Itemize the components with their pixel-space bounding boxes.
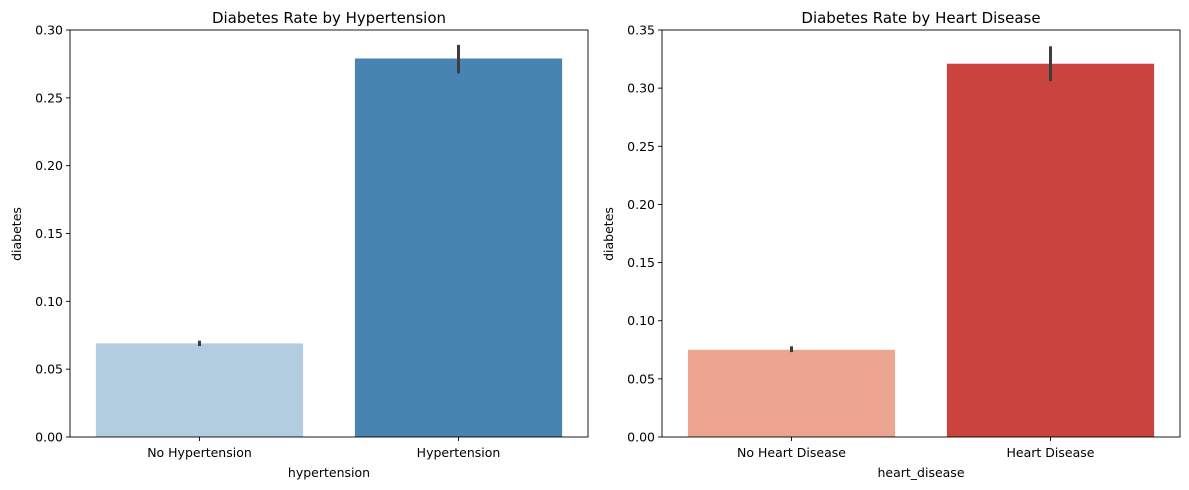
y-tick-label: 0.05 — [35, 362, 63, 377]
y-tick-label: 0.30 — [35, 23, 63, 38]
y-tick-label: 0.35 — [627, 23, 655, 38]
y-tick-label: 0.10 — [35, 294, 63, 309]
bars — [95, 58, 563, 438]
y-tick-label: 0.20 — [627, 197, 655, 212]
chart-heart-disease: Diabetes Rate by Heart Disease 0.000.050… — [601, 9, 1181, 480]
bars — [687, 63, 1155, 437]
x-tick-label: Hypertension — [417, 445, 501, 460]
y-tick-label: 0.00 — [35, 430, 63, 445]
x-axis-ticks: No Heart Disease Heart Disease — [737, 437, 1095, 460]
x-tick-label: No Hypertension — [147, 445, 252, 460]
plot-frame — [661, 29, 1181, 438]
plot-frame — [69, 29, 589, 438]
chart-hypertension: Diabetes Rate by Hypertension 0.000.050.… — [9, 9, 589, 480]
y-tick-label: 0.15 — [35, 226, 63, 241]
y-tick-label: 0.25 — [35, 90, 63, 105]
x-tick-label: No Heart Disease — [737, 445, 846, 460]
error-bars — [790, 46, 1052, 353]
y-tick-label: 0.25 — [627, 139, 655, 154]
y-tick-label: 0.05 — [627, 371, 655, 386]
y-tick-label: 0.30 — [627, 81, 655, 96]
bar — [95, 343, 304, 437]
bar — [946, 63, 1155, 437]
x-axis-ticks: No Hypertension Hypertension — [147, 437, 500, 460]
x-axis-label: hypertension — [288, 465, 370, 480]
y-axis-ticks: 0.00 0.05 0.10 0.15 0.20 0.25 0.30 0.35 — [627, 23, 662, 445]
x-tick-label: Heart Disease — [1007, 445, 1095, 460]
y-tick-label: 0.00 — [627, 430, 655, 445]
bar — [354, 58, 563, 438]
y-axis-ticks: 0.00 0.05 0.10 0.15 0.20 0.25 0.30 — [35, 23, 70, 445]
y-axis-label: diabetes — [9, 207, 24, 261]
chart-title: Diabetes Rate by Heart Disease — [801, 9, 1040, 27]
y-tick-label: 0.20 — [35, 158, 63, 173]
y-axis-label: diabetes — [601, 207, 616, 261]
y-tick-label: 0.15 — [627, 255, 655, 270]
y-tick-label: 0.10 — [627, 313, 655, 328]
error-bars — [198, 44, 460, 347]
x-axis-label: heart_disease — [877, 465, 964, 480]
chart-title: Diabetes Rate by Hypertension — [212, 9, 446, 27]
bar — [687, 349, 896, 437]
